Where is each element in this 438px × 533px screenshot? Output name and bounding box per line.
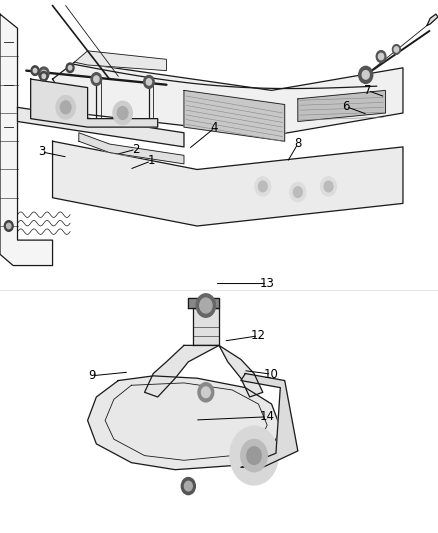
Circle shape: [117, 107, 128, 119]
Polygon shape: [427, 14, 438, 26]
Circle shape: [42, 74, 46, 78]
Circle shape: [201, 387, 210, 398]
Text: 9: 9: [88, 369, 96, 382]
Text: 2: 2: [132, 143, 140, 156]
Circle shape: [184, 481, 192, 491]
Circle shape: [258, 181, 267, 192]
Text: 14: 14: [260, 410, 275, 423]
Circle shape: [255, 177, 271, 196]
Text: 1: 1: [147, 155, 155, 167]
Circle shape: [7, 223, 11, 229]
Text: 8: 8: [294, 138, 301, 150]
Circle shape: [60, 101, 71, 114]
Circle shape: [362, 70, 369, 79]
Circle shape: [39, 67, 49, 80]
Circle shape: [293, 187, 302, 197]
Circle shape: [68, 66, 72, 70]
Polygon shape: [31, 79, 158, 127]
Polygon shape: [18, 107, 184, 147]
Circle shape: [359, 66, 373, 83]
Polygon shape: [298, 91, 385, 122]
Polygon shape: [79, 133, 184, 164]
Circle shape: [324, 181, 333, 192]
Polygon shape: [53, 141, 403, 226]
Circle shape: [33, 69, 37, 73]
Circle shape: [91, 72, 102, 85]
Circle shape: [196, 294, 215, 317]
Circle shape: [290, 182, 306, 201]
Circle shape: [200, 298, 212, 313]
Circle shape: [198, 383, 214, 402]
Polygon shape: [53, 62, 403, 135]
Text: 12: 12: [251, 329, 266, 342]
Polygon shape: [88, 376, 280, 470]
Polygon shape: [193, 308, 219, 345]
Circle shape: [394, 47, 399, 52]
Polygon shape: [241, 374, 298, 467]
Text: 3: 3: [38, 146, 45, 158]
Polygon shape: [74, 51, 166, 71]
Circle shape: [392, 45, 400, 54]
Circle shape: [181, 478, 195, 495]
Circle shape: [146, 79, 152, 85]
Circle shape: [66, 63, 74, 72]
Circle shape: [113, 101, 132, 125]
Circle shape: [94, 76, 99, 82]
Polygon shape: [188, 298, 219, 308]
Circle shape: [230, 426, 278, 485]
Circle shape: [241, 440, 267, 472]
Circle shape: [144, 76, 154, 88]
Circle shape: [378, 53, 384, 60]
Circle shape: [40, 71, 48, 81]
Circle shape: [41, 70, 46, 77]
Polygon shape: [145, 345, 263, 397]
Text: 6: 6: [342, 100, 350, 113]
Circle shape: [376, 51, 386, 62]
Circle shape: [56, 95, 75, 119]
Circle shape: [31, 66, 39, 76]
Polygon shape: [0, 14, 53, 265]
Text: 7: 7: [364, 84, 372, 97]
Circle shape: [321, 177, 336, 196]
Text: 10: 10: [264, 368, 279, 381]
Circle shape: [247, 447, 261, 464]
Text: 13: 13: [260, 277, 275, 290]
Text: 4: 4: [211, 122, 219, 134]
Circle shape: [4, 221, 13, 231]
Polygon shape: [184, 91, 285, 141]
